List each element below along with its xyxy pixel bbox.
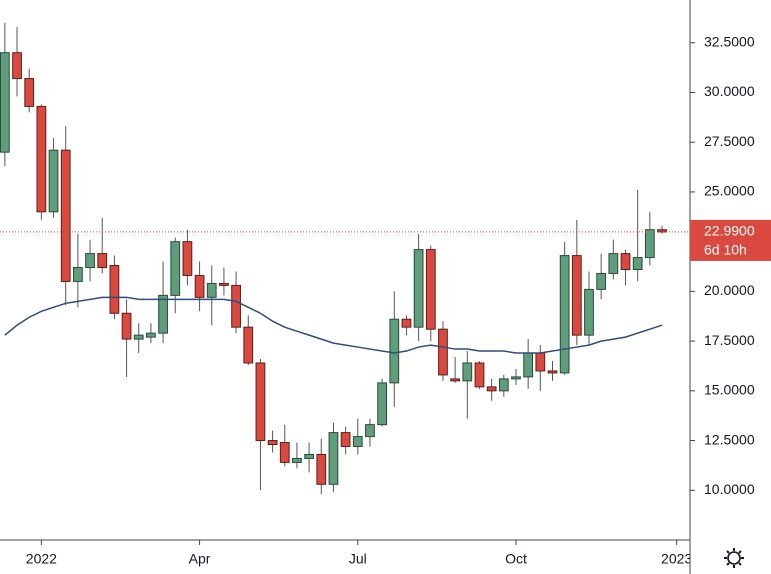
x-tick-label: Apr: [189, 551, 211, 567]
candle-body: [340, 432, 351, 448]
last-price-label: 22.9900: [704, 223, 755, 239]
candle-body: [559, 255, 570, 374]
candle-body: [219, 282, 229, 286]
candle-body: [316, 453, 327, 485]
candle-body: [231, 284, 241, 328]
candle-body: [255, 362, 266, 442]
y-tick-label: 10.0000: [704, 481, 755, 497]
candle-body: [36, 105, 47, 213]
x-tick-label: 2022: [26, 551, 57, 567]
candle-body: [474, 362, 485, 388]
y-tick-label: 17.5000: [704, 332, 755, 348]
candle-body: [243, 326, 254, 364]
candle-body: [608, 253, 619, 274]
candle-body: [413, 249, 424, 328]
candle-body: [121, 312, 132, 340]
y-tick-label: 20.0000: [704, 282, 755, 298]
price-axis: 10.000012.500015.000017.500020.000022.50…: [690, 33, 771, 497]
candle-body: [109, 265, 120, 314]
countdown-label: 6d 10h: [704, 242, 747, 258]
y-tick-label: 32.5000: [704, 33, 755, 49]
candle-body: [352, 436, 363, 448]
settings-icon[interactable]: [724, 548, 744, 568]
candle-body: [182, 241, 193, 276]
candle-body: [279, 442, 290, 463]
candle-body: [389, 318, 400, 384]
candle-body: [133, 334, 144, 340]
candle-body: [292, 457, 302, 463]
candle-body: [194, 274, 205, 298]
candle-body: [547, 370, 558, 374]
candle-body: [85, 253, 95, 269]
x-tick-label: 2023: [661, 551, 692, 567]
candle-body: [620, 253, 631, 271]
candle-body: [523, 352, 534, 378]
x-tick-label: Jul: [349, 551, 367, 567]
moving-average-line: [4, 296, 663, 354]
candle-body: [12, 52, 22, 80]
candle-body: [450, 378, 461, 382]
plot-area: 2022 Apr Jul Oct 2023: [0, 22, 692, 567]
candle-body: [462, 362, 473, 382]
candle-body: [304, 453, 314, 459]
candle-body: [146, 332, 156, 338]
candle-body: [170, 241, 181, 296]
candle-body: [632, 257, 643, 271]
candle-body: [97, 253, 108, 269]
candle-body: [498, 378, 509, 392]
candle-body: [60, 149, 71, 282]
x-tick-label: Oct: [505, 551, 527, 567]
y-tick-label: 30.0000: [704, 83, 755, 99]
candle-body: [377, 382, 387, 426]
candle-body: [511, 376, 521, 380]
candle-body: [206, 282, 217, 298]
y-tick-label: 27.5000: [704, 133, 755, 149]
candle-body: [425, 249, 436, 330]
candle-body: [158, 294, 168, 334]
candle-body: [486, 386, 497, 392]
y-tick-label: 15.0000: [704, 382, 755, 398]
last-price-box: [690, 219, 771, 261]
candle-body: [365, 424, 375, 438]
candle-body: [584, 288, 594, 336]
candle-body: [438, 328, 448, 376]
y-tick-label: 25.0000: [704, 183, 755, 199]
candle-body: [328, 432, 339, 485]
candle-body: [596, 272, 607, 290]
candle-body: [401, 318, 412, 328]
candle-body: [535, 352, 546, 372]
candle-body: [657, 229, 667, 233]
candle-body: [571, 255, 582, 336]
gear-ring: [727, 551, 741, 565]
candle-body: [0, 52, 10, 153]
candle-body: [73, 267, 83, 282]
candle-body: [24, 78, 35, 107]
gear-teeth: [724, 548, 744, 568]
candle-body: [267, 440, 278, 446]
candle-body: [644, 229, 655, 259]
y-tick-label: 12.5000: [704, 431, 755, 447]
candle-body: [48, 149, 59, 213]
